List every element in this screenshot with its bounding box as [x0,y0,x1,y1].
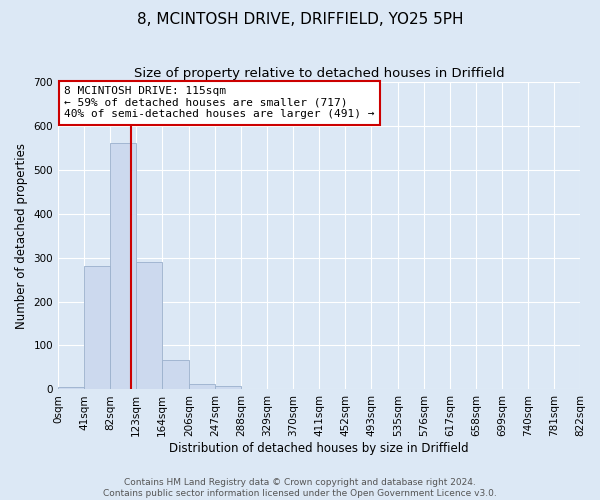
Y-axis label: Number of detached properties: Number of detached properties [15,142,28,328]
X-axis label: Distribution of detached houses by size in Driffield: Distribution of detached houses by size … [169,442,469,455]
Text: 8 MCINTOSH DRIVE: 115sqm
← 59% of detached houses are smaller (717)
40% of semi-: 8 MCINTOSH DRIVE: 115sqm ← 59% of detach… [64,86,375,120]
Bar [58,388,84,390]
Bar [136,262,162,390]
Text: Contains HM Land Registry data © Crown copyright and database right 2024.
Contai: Contains HM Land Registry data © Crown c… [103,478,497,498]
Bar [110,143,136,390]
Bar [162,360,189,390]
Bar [215,386,241,390]
Text: 8, MCINTOSH DRIVE, DRIFFIELD, YO25 5PH: 8, MCINTOSH DRIVE, DRIFFIELD, YO25 5PH [137,12,463,28]
Bar [189,384,215,390]
Bar [84,266,110,390]
Title: Size of property relative to detached houses in Driffield: Size of property relative to detached ho… [134,68,505,80]
